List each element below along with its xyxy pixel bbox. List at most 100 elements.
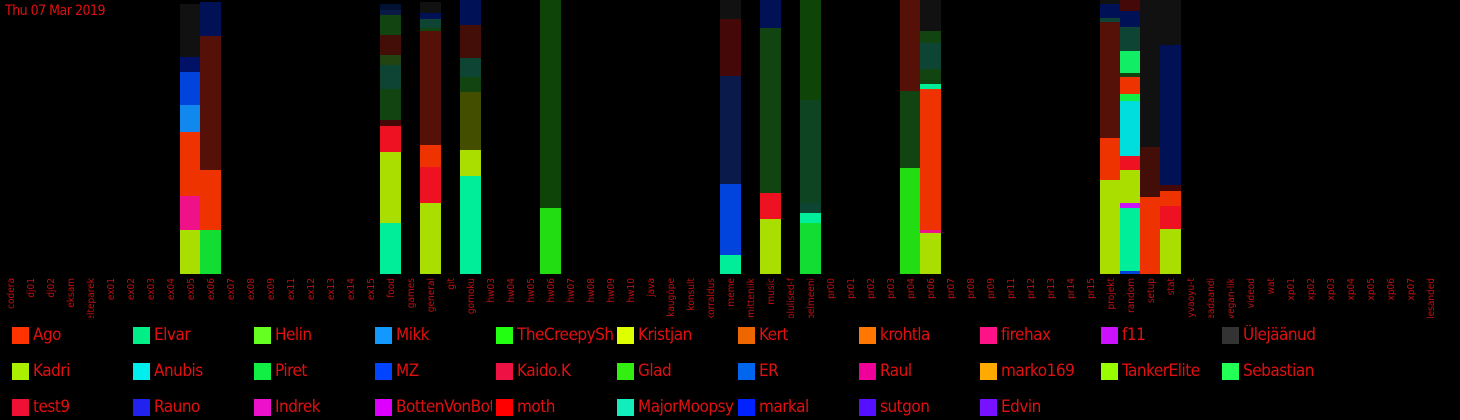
bar-food-segment-2 (380, 126, 401, 152)
bar-stat-segment-1 (1160, 206, 1181, 229)
legend-item: Ülejäänud (1222, 322, 1339, 348)
x-tick-label-46: pr06 (926, 278, 937, 299)
x-tick-label-54: pr15 (1086, 278, 1097, 299)
x-tick-label-58: stat (1166, 278, 1177, 296)
bar-random-segment-6 (1120, 94, 1141, 101)
x-tick-label-53: pr14 (1066, 278, 1077, 299)
bar-pr06-segment-3 (920, 84, 941, 89)
x-tick-label-24: hw03 (486, 278, 497, 303)
bar-ex06-segment-2 (200, 36, 221, 170)
legend-item: Rauno (133, 394, 250, 420)
bar-projekt-segment-1 (1100, 138, 1121, 180)
bar-gomoku-segment-4 (460, 58, 481, 77)
bar-food-segment-1 (380, 152, 401, 223)
x-tick-label-68: xp05 (1366, 278, 1377, 300)
bar-food-segment-10 (380, 4, 401, 10)
bar-pelmeeni-segment-3 (800, 100, 821, 203)
x-tick-label-28: hw07 (566, 278, 577, 303)
x-axis-labels: codera dj01 dj02 eksam elteparek ex01 ex02 ex03… (6, 277, 1437, 318)
legend-swatch (859, 398, 876, 416)
bar-ex06-segment-1 (200, 170, 221, 230)
bar-pr06-segment-5 (920, 43, 941, 69)
x-tick-label-13: ex09 (266, 278, 277, 300)
bar-pelmeeni-segment-4 (800, 0, 821, 100)
x-tick-label-70: xp07 (1406, 278, 1417, 300)
x-tick-label-11: ex07 (226, 278, 237, 300)
x-tick-label-17: ex14 (346, 278, 357, 300)
bar-pr06-segment-0 (920, 233, 941, 274)
bar-music-segment-0 (760, 219, 781, 274)
x-tick-label-66: xp03 (1326, 278, 1337, 300)
bar-general-segment-2 (420, 145, 441, 167)
legend-swatch (12, 326, 29, 344)
x-tick-label-37: mitteniik (746, 277, 757, 318)
x-tick-label-10: ex06 (206, 278, 217, 300)
legend-swatch (1101, 362, 1118, 380)
legend-swatch (1222, 326, 1239, 344)
x-tick-label-44: pr03 (886, 278, 897, 299)
bar-general-segment-0 (420, 203, 441, 274)
legend-swatch (254, 362, 271, 380)
x-tick-label-30: hw09 (606, 278, 617, 303)
bar-projekt-segment-3 (1100, 18, 1121, 22)
legend-swatch (738, 326, 755, 344)
bar-pr04-segment-2 (900, 0, 921, 91)
legend-label: Edvin (1001, 397, 1041, 417)
legend-item: krohtla (859, 322, 976, 348)
bar-meme-segment-4 (720, 0, 741, 19)
legend-item: Helin (254, 322, 371, 348)
bar-ex05-segment-4 (180, 72, 201, 105)
legend-swatch (133, 398, 150, 416)
x-tick-label-51: pr12 (1026, 278, 1037, 299)
legend-item: Raul (859, 358, 976, 384)
legend-item: Ago (12, 322, 129, 348)
legend-label: Anubis (154, 361, 203, 381)
bar-hw06-segment-1 (540, 0, 561, 208)
x-tick-label-4: elteparek (86, 277, 97, 318)
bar-random-segment-9 (1120, 51, 1141, 73)
legend-label: Ago (33, 325, 62, 345)
x-tick-label-12: ex08 (246, 278, 257, 300)
legend-label: Helin (275, 325, 312, 345)
x-tick-label-67: xp04 (1346, 278, 1357, 301)
legend-label: Kristjan (638, 325, 692, 345)
bar-ex05-segment-3 (180, 105, 201, 132)
bar-pelmeeni-segment-0 (800, 223, 821, 274)
legend-label: Kert (759, 325, 788, 345)
bar-general-segment-6 (420, 13, 441, 19)
legend-label: Sebastian (1243, 361, 1315, 381)
x-tick-label-21: general (426, 278, 437, 312)
bar-projekt-segment-4 (1100, 4, 1121, 18)
x-tick-label-7: ex03 (146, 278, 157, 300)
legend-label: MajorMoopsy (638, 397, 734, 417)
legend-item: Sebastian (1222, 358, 1339, 384)
bar-random-segment-12 (1120, 0, 1141, 11)
x-tick-label-9: ex05 (186, 278, 197, 300)
x-tick-label-65: xp02 (1306, 278, 1317, 300)
bar-stat-segment-0 (1160, 229, 1181, 274)
bar-food-segment-7 (380, 35, 401, 55)
bar-stat-segment-4 (1160, 45, 1181, 185)
legend-item: test9 (12, 394, 129, 420)
legend-item: f11 (1101, 322, 1218, 348)
x-tick-label-26: hw05 (526, 278, 537, 303)
legend-label: sutgon (880, 397, 930, 417)
legend-label: krohtla (880, 325, 930, 345)
x-tick-label-27: hw06 (546, 278, 557, 303)
bar-pr04-segment-0 (900, 168, 921, 274)
bar-general-segment-4 (420, 28, 441, 31)
bar-gomoku-segment-2 (460, 92, 481, 150)
legend-label: Glad (638, 361, 672, 381)
bar-general-segment-5 (420, 19, 441, 28)
x-tick-label-50: pr11 (1006, 278, 1017, 299)
x-tick-label-62: videod (1246, 278, 1257, 308)
legend-label: Piret (275, 361, 307, 381)
bar-random-segment-5 (1120, 101, 1141, 156)
x-tick-label-32: java (646, 278, 657, 298)
legend-label: Indrek (275, 397, 321, 417)
legend-item: BottenVonBot (375, 394, 492, 420)
x-tick-label-55: projekt (1106, 278, 1117, 310)
bar-projekt-segment-5 (1100, 0, 1121, 4)
legend-label: BottenVonBot (396, 397, 492, 417)
bar-random-segment-2 (1120, 203, 1141, 208)
